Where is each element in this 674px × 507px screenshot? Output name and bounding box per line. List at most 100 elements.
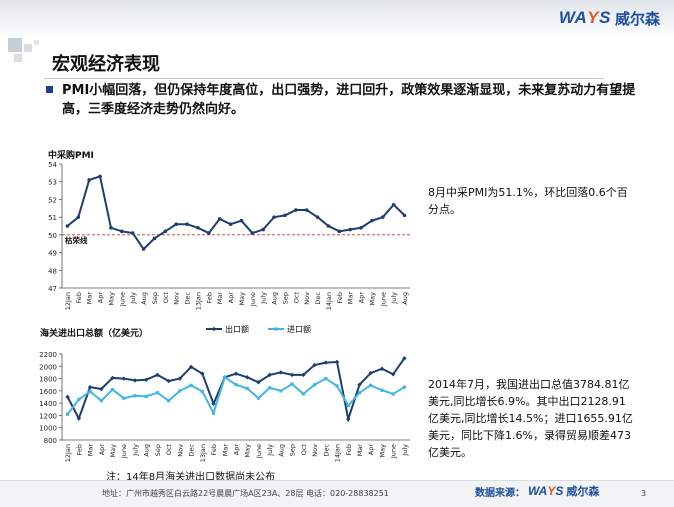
data-point (233, 371, 239, 376)
x-tick-label: June (118, 292, 126, 307)
x-tick-label: May (109, 444, 117, 458)
data-point (87, 178, 91, 182)
x-tick-label: Oct (165, 444, 173, 456)
data-point (207, 231, 211, 235)
data-point (155, 391, 160, 395)
data-point (348, 227, 352, 232)
x-tick-label: May (238, 292, 246, 306)
x-tick-label: July (131, 444, 139, 457)
data-point (133, 394, 137, 398)
x-tick-label: Apr (98, 444, 106, 456)
page-number: 3 (641, 489, 647, 498)
header-bar: WAYS 威尔森 (0, 0, 674, 40)
x-tick-label: Apr (358, 292, 366, 304)
data-point (402, 356, 407, 361)
data-point (261, 227, 265, 232)
data-point (256, 380, 261, 385)
x-tick-label: Sep (281, 292, 289, 304)
data-point (76, 215, 81, 219)
data-point (223, 375, 227, 379)
data-point (66, 412, 70, 416)
x-tick-label: Dec (314, 292, 322, 305)
data-point (174, 222, 178, 227)
data-point (144, 394, 148, 398)
bullet-icon (46, 86, 53, 93)
x-tick-label: Apr (227, 292, 235, 304)
data-point (121, 376, 126, 381)
legend-label: 出口额 (225, 324, 249, 334)
logo-latin: WAYS (558, 8, 611, 27)
y-tick-label: 1600 (39, 388, 57, 396)
data-point (167, 399, 171, 403)
data-point (88, 389, 92, 394)
y-tick-label: 49 (48, 250, 57, 258)
data-point (391, 392, 395, 396)
data-point (65, 224, 70, 228)
data-point (122, 396, 126, 400)
x-tick-label: Feb (205, 292, 213, 304)
data-point (380, 388, 384, 392)
data-point (163, 229, 168, 234)
x-tick-label: Nov (303, 292, 311, 305)
x-tick-label: Feb (345, 444, 353, 456)
y-tick-label: 51 (48, 214, 57, 222)
data-point (301, 392, 305, 396)
x-tick-label: Nov (176, 444, 184, 457)
x-tick-label: 12Jan (64, 444, 72, 462)
x-tick-label: Sep (154, 444, 162, 456)
reference-label: 枯荣线 (65, 235, 88, 245)
data-point (370, 218, 374, 223)
x-tick-label: July (266, 444, 274, 457)
data-point (177, 376, 183, 381)
x-tick-label: Mar (87, 444, 95, 457)
footer-bar (0, 480, 674, 507)
data-point (290, 382, 294, 386)
x-tick-label: May (378, 444, 386, 458)
data-footnote: 注：14年8月海关进出口数据尚未公布 (106, 472, 276, 483)
data-point (211, 401, 216, 406)
x-tick-label: Oct (162, 292, 170, 304)
logo-chinese: 威尔森 (614, 9, 660, 28)
x-tick-label: Sep (289, 444, 297, 456)
data-point (234, 383, 238, 387)
x-tick-label: Aug (143, 444, 151, 457)
series-line (66, 175, 406, 251)
x-tick-label: Aug (401, 292, 409, 305)
x-tick-label: June (120, 444, 128, 459)
x-tick-label: 14Jan (325, 292, 333, 310)
data-point (110, 375, 115, 381)
data-point (359, 225, 363, 230)
data-point (315, 215, 320, 219)
data-point (211, 411, 216, 415)
y-tick-label: 1800 (39, 376, 57, 384)
x-tick-label: Oct (292, 292, 300, 304)
trade-chart-title: 海关进出口总额（亿美元） (40, 329, 149, 339)
data-point (283, 213, 287, 218)
y-tick-label: 54 (48, 161, 57, 169)
x-tick-label: Nov (311, 444, 319, 457)
x-tick-label: July (260, 292, 268, 305)
legend-marker (211, 326, 217, 332)
legend-label: 进口额 (287, 324, 311, 334)
data-point (357, 391, 362, 395)
data-point (267, 372, 272, 378)
x-tick-label: Feb (210, 444, 218, 456)
slide-title: 宏观经济表现 (52, 54, 160, 75)
data-point (239, 218, 244, 223)
data-point (196, 225, 200, 230)
y-tick-label: 2000 (39, 363, 57, 371)
data-point (141, 247, 146, 251)
x-tick-label: Mar (216, 292, 224, 305)
data-point (278, 370, 284, 375)
ways-logo: WAYS 威尔森 (559, 7, 660, 29)
source-logo-latin: WAYS (528, 484, 564, 498)
data-point (245, 386, 249, 390)
data-point (152, 236, 157, 241)
data-source: 数据来源： WAYS 威尔森 (475, 483, 599, 499)
data-point (250, 231, 255, 235)
data-point (346, 416, 351, 422)
data-point (217, 217, 222, 221)
x-tick-label: Aug (277, 444, 285, 457)
y-tick-label: 1200 (39, 412, 57, 420)
